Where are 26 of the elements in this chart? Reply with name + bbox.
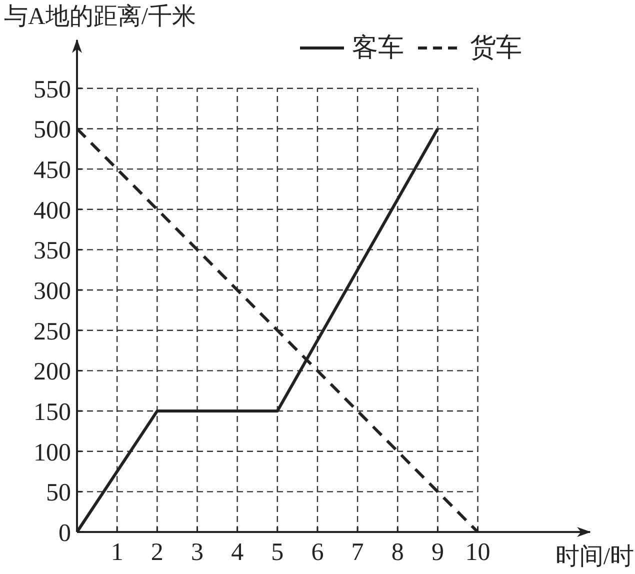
x-tick-label: 8 (391, 539, 404, 566)
x-tick-label: 2 (150, 539, 164, 566)
y-tick-label: 200 (34, 358, 71, 386)
x-tick-label: 5 (271, 539, 284, 566)
x-tick-label: 3 (190, 539, 204, 566)
y-tick-label: 0 (58, 520, 71, 547)
y-tick-label: 400 (34, 197, 71, 224)
y-tick-label: 350 (34, 238, 71, 265)
y-tick-label: 250 (34, 318, 71, 346)
x-tick-label: 1 (110, 539, 124, 566)
y-tick-label: 500 (34, 116, 71, 144)
y-axis-title: 与A地的距离/千米 (4, 3, 196, 30)
y-tick-label: 550 (34, 76, 71, 104)
x-tick-label: 10 (465, 539, 490, 566)
y-tick-label: 100 (34, 439, 71, 466)
x-tick-label: 6 (311, 539, 324, 566)
x-tick-label: 7 (351, 539, 364, 566)
y-tick-label: 150 (34, 399, 71, 426)
x-axis-title: 时间/时 (555, 544, 634, 570)
legend-label: 客车 (352, 33, 404, 62)
y-tick-label: 50 (46, 480, 71, 507)
x-tick-label: 9 (431, 539, 444, 566)
x-tick-label: 4 (231, 539, 244, 566)
legend-label: 货车 (470, 33, 522, 62)
y-tick-label: 450 (34, 157, 71, 184)
y-tick-label: 300 (34, 278, 71, 306)
